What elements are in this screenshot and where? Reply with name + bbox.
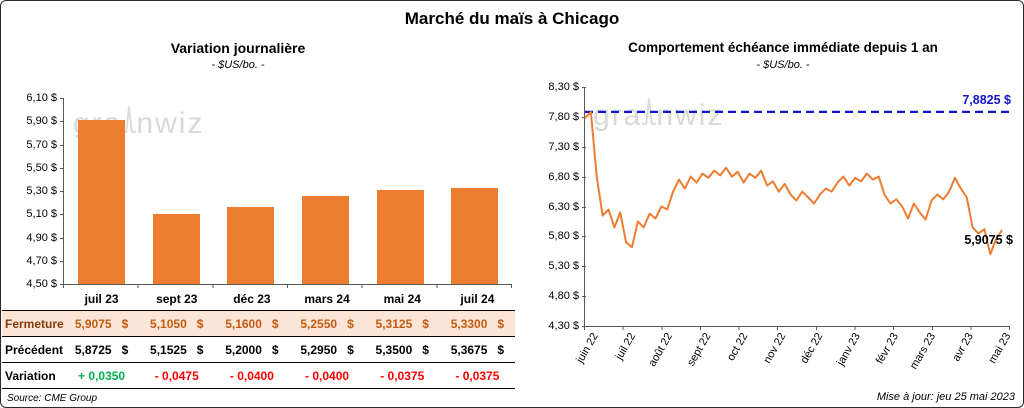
table-cell: 5,3675 $ bbox=[450, 342, 505, 357]
bar-chart-y-axis: 6,10 $ 5,90 $ 5,70 $ 5,50 $ 5,30 $ 5,10 $ 4,90… bbox=[7, 92, 64, 290]
watermark-spike-icon bbox=[642, 98, 657, 125]
summary-table: juil 23 sept 23 déc 23 mars 24 mai 24 juil 24… bbox=[2, 287, 515, 389]
line-chart-y-axis: 8,30 $ 7,80 $ 7,30 $ 6,80 $ 6,30 $ 5,80 $ 5,30… bbox=[529, 81, 586, 332]
x-axis-label: juin 22 bbox=[573, 331, 601, 366]
bar bbox=[227, 207, 275, 284]
table-cell: 5,9075 $ bbox=[74, 316, 129, 331]
table-cell: 5,8725 $ bbox=[74, 342, 129, 357]
column-header: sept 23 bbox=[156, 291, 198, 306]
source-note: Source: CME Group bbox=[7, 393, 98, 404]
x-axis-label: nov 22 bbox=[761, 331, 789, 366]
y-axis-label: 4,50 $ bbox=[26, 278, 64, 290]
bar-chart-plot bbox=[63, 98, 512, 285]
table-header-row: juil 23 sept 23 déc 23 mars 24 mai 24 juil 24 bbox=[2, 287, 515, 311]
table-cell: - 0,0375 bbox=[455, 368, 500, 383]
y-axis-label: 7,80 $ bbox=[548, 110, 586, 123]
watermark-text: nwiz bbox=[136, 107, 205, 140]
price-line-chart bbox=[584, 110, 1010, 256]
table-cell: 5,3125 $ bbox=[375, 316, 429, 331]
bar bbox=[77, 120, 125, 284]
bar-slot bbox=[213, 98, 288, 284]
bar-slot bbox=[437, 98, 512, 284]
y-axis-label: 5,50 $ bbox=[26, 161, 64, 174]
bar-slot bbox=[288, 98, 363, 284]
table-cell: 5,2000 $ bbox=[225, 342, 279, 357]
watermark-text: nwiz bbox=[656, 99, 725, 132]
row-label: Précédent bbox=[5, 342, 64, 357]
table-cell: 5,2950 $ bbox=[300, 342, 354, 357]
line-chart-subtitle: - $US/bo. - bbox=[756, 59, 810, 71]
update-date: Mise à jour: jeu 25 mai 2023 bbox=[876, 391, 1015, 403]
x-axis-label: déc 22 bbox=[798, 331, 826, 366]
bar bbox=[152, 213, 200, 284]
table-cell: - 0,0475 bbox=[154, 368, 199, 383]
table-row-precedent: Précédent 5,8725 $ 5,1525 $ 5,2000 $ 5,2950 $ 5,3… bbox=[2, 337, 515, 363]
bar-slot bbox=[64, 98, 139, 284]
bar-chart-x-ticks bbox=[63, 284, 512, 288]
bar bbox=[301, 196, 349, 284]
x-axis-label: sept 22 bbox=[684, 331, 714, 369]
column-header: déc 23 bbox=[233, 291, 271, 306]
y-axis-label: 6,10 $ bbox=[26, 92, 64, 104]
line-chart-plot bbox=[584, 87, 1010, 327]
x-axis-label: mars 23 bbox=[908, 331, 939, 372]
y-axis-label: 7,30 $ bbox=[548, 140, 586, 153]
y-axis-label: 5,30 $ bbox=[26, 185, 64, 197]
table-cell: - 0,0375 bbox=[380, 368, 425, 383]
column-header: juil 24 bbox=[460, 291, 495, 306]
table-cell: 5,3500 $ bbox=[375, 342, 429, 357]
column-header: mars 24 bbox=[304, 291, 350, 306]
x-axis-label: juil 22 bbox=[613, 331, 638, 362]
table-row-fermeture: Fermeture 5,9075 $ 5,1050 $ 5,1600 $ 5,2550 $ 5,3… bbox=[2, 311, 515, 337]
row-label: Variation bbox=[5, 368, 56, 383]
y-axis-label: 5,10 $ bbox=[26, 208, 64, 221]
watermark-text: gra bbox=[593, 99, 643, 132]
bar-chart-title: Variation journalière bbox=[170, 40, 306, 56]
y-axis-label: 5,80 $ bbox=[548, 230, 586, 243]
y-axis-label: 4,80 $ bbox=[548, 290, 586, 303]
x-axis-label: janv 23 bbox=[835, 331, 864, 368]
bar-chart-subtitle: - $US/bo. - bbox=[211, 59, 265, 71]
x-axis-label: oct 22 bbox=[725, 331, 751, 363]
x-axis-label: avr 23 bbox=[950, 331, 976, 364]
bar-area bbox=[64, 98, 512, 284]
page-title: Marché du maïs à Chicago bbox=[404, 9, 620, 28]
line-chart-x-ticks bbox=[584, 326, 1010, 330]
last-price-label: 5,9075 $ bbox=[964, 232, 1013, 247]
table-cell: - 0,0400 bbox=[229, 368, 274, 383]
row-label: Fermeture bbox=[5, 316, 64, 331]
bar-slot bbox=[139, 98, 214, 284]
y-axis-label: 4,90 $ bbox=[26, 231, 64, 244]
y-axis-label: 5,70 $ bbox=[26, 138, 64, 151]
max-price-label: 7,8825 $ bbox=[962, 92, 1011, 107]
x-axis-label: févr 23 bbox=[873, 331, 901, 367]
bar bbox=[376, 189, 424, 284]
table-cell: - 0,0400 bbox=[305, 368, 350, 383]
grainwiz-watermark: gra nwiz bbox=[593, 93, 724, 133]
table-cell: 5,3300 $ bbox=[450, 316, 505, 331]
y-axis-label: 5,30 $ bbox=[548, 260, 586, 273]
table-cell: 5,2550 $ bbox=[300, 316, 354, 331]
bar bbox=[451, 187, 499, 284]
table-cell: 5,1050 $ bbox=[150, 316, 204, 331]
y-axis-label: 5,90 $ bbox=[26, 115, 64, 128]
watermark-spike-icon bbox=[122, 106, 137, 133]
table-row-variation: Variation + 0,0350 - 0,0475 - 0,0400 - 0,040… bbox=[2, 363, 515, 389]
column-header: juil 23 bbox=[84, 291, 119, 306]
y-axis-label: 4,30 $ bbox=[548, 320, 586, 332]
x-axis-label: août 22 bbox=[646, 331, 676, 369]
table-cell: 5,1600 $ bbox=[225, 316, 279, 331]
column-header: mai 24 bbox=[383, 291, 421, 306]
y-axis-label: 8,30 $ bbox=[548, 81, 586, 93]
y-axis-label: 6,30 $ bbox=[548, 200, 586, 213]
bar-slot bbox=[363, 98, 438, 284]
line-chart-title: Comportement échéance immédiate depuis 1… bbox=[628, 40, 938, 55]
y-axis-label: 6,80 $ bbox=[548, 170, 586, 183]
table-cell: 5,1525 $ bbox=[150, 342, 204, 357]
y-axis-label: 4,70 $ bbox=[26, 254, 64, 267]
x-axis-label: mai 23 bbox=[986, 331, 1014, 366]
table-cell: + 0,0350 bbox=[78, 368, 126, 383]
